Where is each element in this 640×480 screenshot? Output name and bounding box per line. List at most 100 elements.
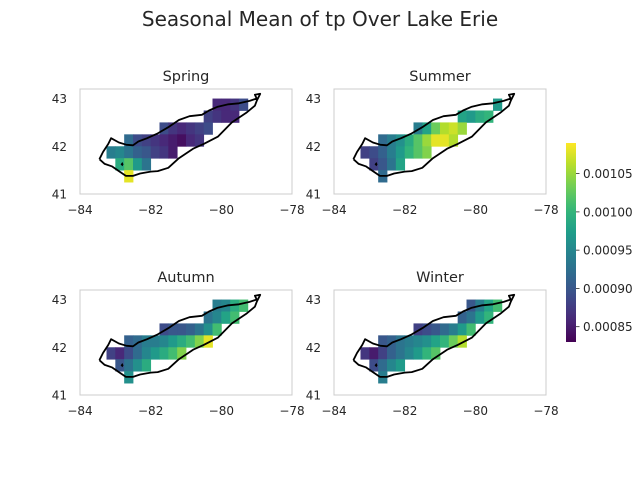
panel-summer: Summer −84 −82 −80 −78 41 42 43 [306, 69, 559, 217]
heatmap-cell [484, 299, 494, 312]
heatmap-cell [203, 323, 213, 336]
heatmap-cell [150, 134, 160, 147]
heatmap-cell [106, 146, 116, 159]
x-tick-label: −82 [138, 203, 163, 217]
heatmap-cell [221, 110, 231, 123]
x-tick-label: −80 [209, 404, 234, 418]
heatmap-cell [230, 98, 240, 111]
heatmap-cell [466, 323, 476, 336]
lake-erie-coastline [98, 293, 262, 378]
heatmap-cell [150, 335, 160, 348]
heatmap-cell [141, 146, 152, 159]
heatmap-cell [395, 134, 406, 147]
heatmap-cell [133, 158, 143, 171]
heatmap-cell [369, 146, 379, 159]
heatmap-cell [457, 110, 467, 123]
panel-frame [333, 88, 547, 195]
lake-erie-coastline [352, 293, 516, 378]
x-tick-label: −84 [321, 404, 346, 418]
heatmap-cell [194, 335, 205, 348]
heatmap-cell [133, 359, 143, 372]
heatmap-cell [124, 347, 134, 360]
heatmap-cell [457, 323, 467, 336]
heatmap-cell [378, 335, 388, 348]
y-tick-label: 41 [306, 389, 321, 403]
panel-frame [79, 88, 293, 195]
lake-erie-coastline [98, 92, 262, 177]
heatmap-cell [168, 323, 178, 336]
heatmap-cell [239, 299, 249, 312]
heatmap-cell [369, 158, 379, 171]
heatmap-cell [124, 134, 134, 147]
heatmap-cell [141, 335, 152, 348]
heatmap-cell [168, 122, 178, 135]
heatmap-cell [124, 359, 134, 372]
heatmap-cell [141, 158, 152, 171]
heatmap-cell [378, 158, 388, 171]
heatmap-cell [387, 146, 397, 159]
colorbar-tick-label: 0.00090 [583, 282, 633, 296]
heatmap-cell [422, 134, 432, 147]
x-tick-label: −82 [392, 203, 417, 217]
x-tick-label: −84 [67, 203, 92, 217]
heatmap-cell [239, 98, 249, 111]
heatmap-cell [413, 347, 423, 360]
heatmap-cell [431, 347, 441, 360]
pelee-island-mark [120, 162, 124, 167]
y-tick-label: 42 [52, 341, 67, 355]
heatmap-cell [431, 335, 441, 348]
colorbar-tick-label: 0.00085 [583, 320, 633, 334]
heatmap-cell [221, 311, 231, 324]
x-tick-label: −80 [463, 203, 488, 217]
heatmap-cell [422, 347, 432, 360]
heatmap-cell [133, 335, 143, 348]
heatmap-cell [194, 323, 205, 336]
heatmap-cell [124, 146, 134, 159]
heatmap-cell [369, 347, 379, 360]
heatmap-cell [133, 134, 143, 147]
heatmap-cell [387, 134, 397, 147]
heatmap-cells [106, 98, 249, 183]
colorbar-tick-label: 0.00100 [583, 205, 633, 219]
heatmap-cell [186, 335, 196, 348]
heatmap-cell [177, 122, 187, 135]
heatmap-cell [168, 347, 178, 360]
heatmap-cell [448, 134, 459, 147]
heatmap-cell [395, 158, 406, 171]
heatmap-cell [115, 347, 125, 360]
heatmap-cells [360, 299, 503, 384]
x-tick-label: −78 [279, 404, 304, 418]
heatmap-cell [484, 311, 494, 324]
heatmap-cell [387, 158, 397, 171]
heatmap-cell [150, 146, 160, 159]
colorbar-gradient [566, 143, 576, 342]
y-tick-label: 43 [306, 92, 321, 106]
heatmap-cell [369, 359, 379, 372]
heatmap-cell [413, 122, 423, 135]
heatmap-cell [124, 335, 134, 348]
heatmap-cell [212, 98, 222, 111]
heatmap-cell [484, 110, 494, 123]
pelee-island-mark [374, 162, 378, 167]
heatmap-cell [413, 335, 423, 348]
heatmap-cell [230, 110, 240, 123]
x-tick-label: −80 [209, 203, 234, 217]
heatmap-cell [448, 323, 459, 336]
heatmap-cell [395, 146, 406, 159]
heatmap-cell [457, 335, 467, 348]
heatmap-cell [159, 335, 169, 348]
panel-winter: Winter −84 −82 −80 −78 41 42 43 [306, 270, 559, 418]
heatmap-cell [440, 122, 450, 135]
x-tick-label: −84 [67, 404, 92, 418]
heatmap-cell [360, 146, 370, 159]
heatmap-cell [177, 323, 187, 336]
heatmap-cell [404, 335, 414, 348]
heatmap-cell [133, 347, 143, 360]
figure-title: Seasonal Mean of tp Over Lake Erie [142, 7, 498, 31]
heatmap-cell [413, 323, 423, 336]
heatmap-cell [168, 335, 178, 348]
heatmap-cell [395, 359, 406, 372]
heatmap-cell [159, 347, 169, 360]
heatmap-cell [448, 335, 459, 348]
